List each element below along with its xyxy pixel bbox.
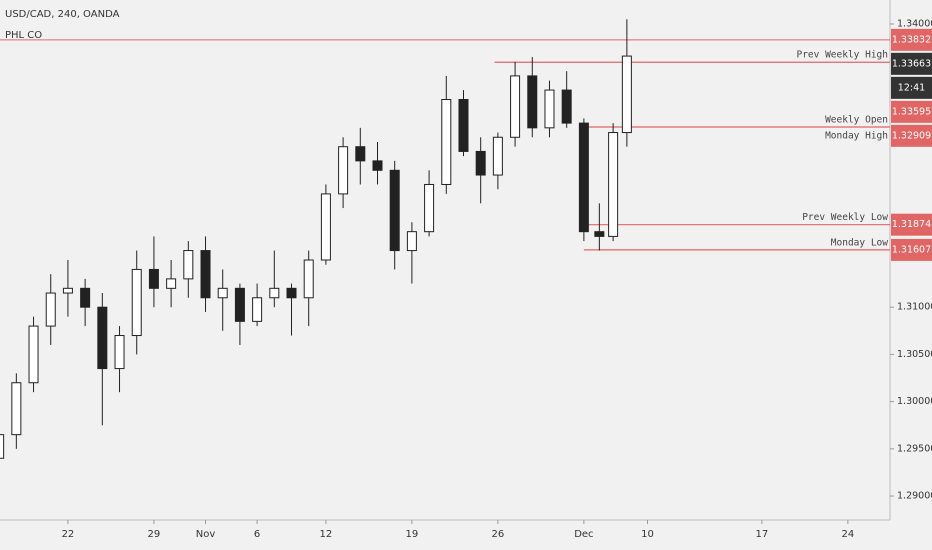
candle-body [166, 278, 177, 289]
countdown: 12:41 [898, 82, 925, 93]
price-label-bg [891, 238, 932, 261]
y-tick-label: 1.30500 [897, 349, 932, 360]
y-tick-label: 1.29500 [897, 443, 932, 454]
candle-body [303, 259, 314, 299]
x-tick-label: Nov [196, 529, 216, 540]
candle-body [0, 434, 5, 459]
x-tick-label: 24 [841, 529, 854, 540]
level-label: Weekly Open [825, 114, 888, 125]
candle-body [234, 287, 245, 322]
level-label: Prev Weekly High [796, 50, 888, 61]
level-label: Prev Weekly Low [802, 212, 888, 223]
y-tick-label: 1.31000 [897, 302, 932, 313]
candle-body [475, 150, 486, 176]
candle-body [594, 231, 605, 237]
candle-body [11, 382, 22, 436]
candle-body [45, 292, 56, 327]
candle-body [355, 146, 366, 162]
candle-body [200, 250, 211, 299]
candle-body [320, 193, 331, 261]
candle-body [131, 268, 142, 337]
candle-body [80, 287, 91, 308]
x-tick-label: 26 [492, 529, 505, 540]
candle-body [338, 146, 349, 195]
candle-body [424, 183, 435, 233]
price-label: 1.31607 [892, 244, 931, 255]
candle-body [148, 268, 159, 289]
candle-body [62, 287, 73, 294]
price-label-bg [891, 100, 932, 123]
candle-body [252, 297, 263, 322]
y-tick-label: 1.30000 [897, 396, 932, 407]
indicator-name: PHL CO [5, 30, 42, 41]
candle-body [527, 75, 538, 129]
candle-body [621, 55, 632, 134]
price-label: 1.31874 [892, 219, 931, 230]
level-label: Monday Low [831, 237, 888, 248]
x-tick-label: 22 [62, 529, 75, 540]
price-label: 1.33663 [892, 58, 931, 69]
price-label: 1.33832 [892, 34, 931, 45]
x-tick-label: 19 [406, 529, 419, 540]
candle-body [561, 89, 572, 124]
price-label-bg [891, 213, 932, 236]
level-label: Monday High [825, 130, 888, 141]
price-label-bg [891, 52, 932, 75]
candle-body [286, 287, 297, 299]
candle-body [372, 160, 383, 171]
price-label: 1.32909 [892, 130, 931, 141]
candle-body [441, 99, 452, 185]
price-label: 1.33595 [892, 106, 931, 117]
candle-body [389, 169, 400, 252]
countdown-bg [891, 76, 932, 99]
y-tick-label: 1.34000 [897, 18, 932, 29]
chart-title: USD/CAD, 240, OANDA [5, 9, 120, 20]
x-tick-label: 17 [756, 529, 769, 540]
candle-body [544, 89, 555, 129]
candle-body [492, 136, 503, 176]
candle-body [28, 325, 39, 384]
candle-body [510, 75, 521, 138]
y-tick-label: 1.29000 [897, 491, 932, 502]
candle-body [458, 99, 469, 152]
candle-body [217, 287, 228, 299]
candle-body [97, 306, 108, 370]
price-label-bg [891, 28, 932, 51]
candle-body [183, 250, 194, 280]
x-tick-label: 10 [641, 529, 654, 540]
x-tick-label: 6 [254, 529, 260, 540]
candle-body [608, 132, 619, 237]
candle-body [114, 335, 125, 370]
x-tick-label: Dec [574, 529, 593, 540]
candle-body [406, 231, 417, 252]
x-tick-label: 29 [148, 529, 161, 540]
candle-body [578, 122, 589, 233]
x-tick-label: 12 [320, 529, 333, 540]
candle-body [269, 287, 280, 299]
price-label-bg [891, 124, 932, 147]
